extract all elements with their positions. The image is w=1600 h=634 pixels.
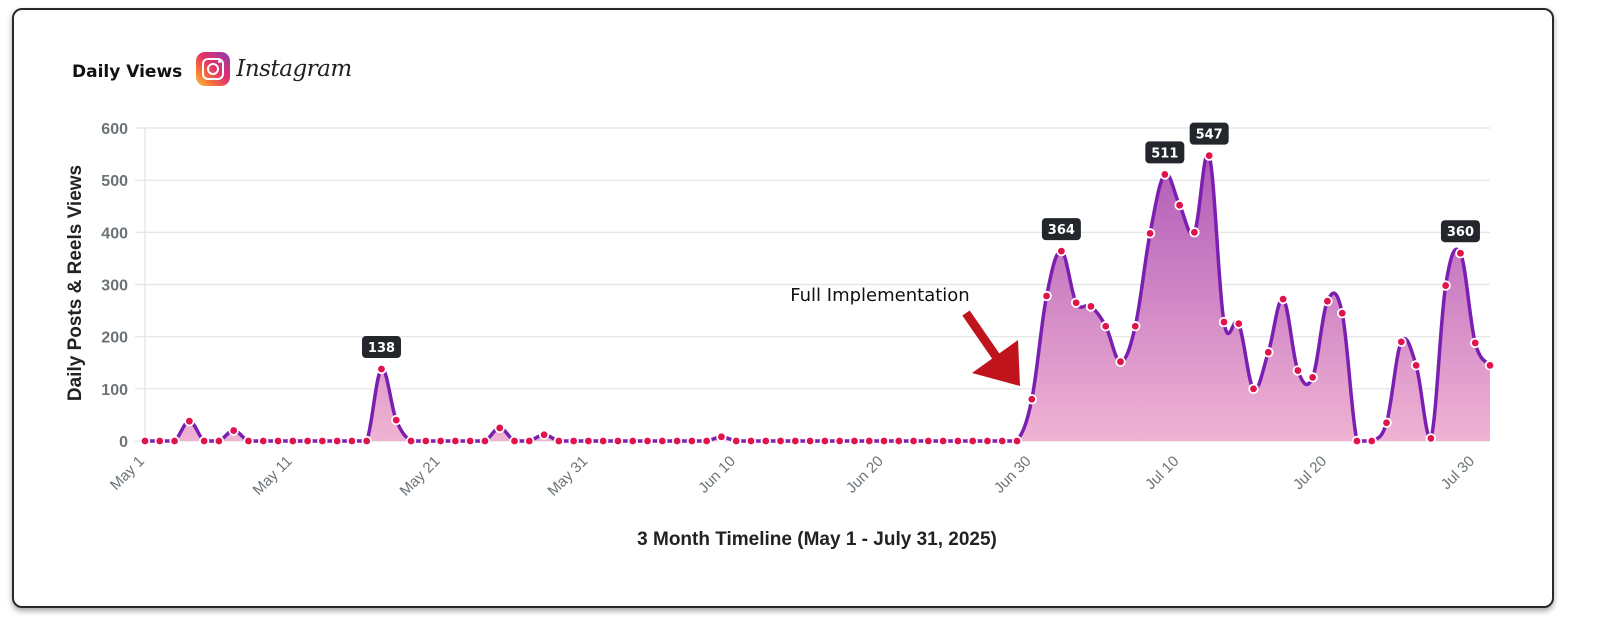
data-label-badge: 511 — [1145, 141, 1185, 164]
data-label-badge: 364 — [1041, 218, 1081, 241]
y-axis-title: Daily Posts & Reels Views — [65, 165, 86, 401]
x-axis-title: 3 Month Timeline (May 1 - July 31, 2025) — [637, 529, 997, 550]
svg-text:511: 511 — [1151, 146, 1178, 161]
data-label-badge: 547 — [1189, 122, 1229, 145]
instagram-icon — [196, 52, 231, 86]
svg-text:547: 547 — [1196, 128, 1223, 143]
y-tick-label: 300 — [101, 278, 128, 295]
x-tick-label: Jun 30 — [991, 453, 1035, 497]
x-tick-label: May 1 — [107, 453, 148, 494]
y-tick-label: 400 — [101, 225, 128, 242]
y-tick-label: 100 — [101, 382, 128, 399]
arrow-down-right-icon — [962, 310, 1020, 386]
svg-text:138: 138 — [368, 341, 395, 356]
area-fill — [145, 153, 1490, 442]
grid-lines — [135, 127, 1490, 442]
x-tick-label: May 21 — [397, 453, 444, 500]
instagram-wordmark: Instagram — [236, 56, 352, 82]
data-label-badge: 360 — [1440, 220, 1480, 243]
x-tick-label: May 11 — [250, 453, 296, 499]
y-tick-label: 200 — [101, 330, 128, 347]
chart-header: Daily Views Instagram — [72, 52, 352, 86]
svg-text:364: 364 — [1048, 223, 1075, 238]
x-tick-label: Jun 20 — [843, 453, 887, 497]
annotation-full-implementation: Full Implementation — [790, 285, 969, 306]
x-tick-label: Jul 20 — [1290, 453, 1330, 493]
x-axis-ticks: May 1 May 11 May 21 May 31 Jun 10 Jun 20 Jun 3… — [107, 453, 1478, 500]
x-tick-label: May 31 — [544, 453, 591, 500]
chart-title: Daily Views — [72, 62, 183, 82]
data-point-markers — [139, 150, 1496, 447]
chart-card — [12, 8, 1554, 608]
y-axis-ticks: 0 100 200 300 400 500 600 — [101, 121, 128, 451]
x-tick-label: Jul 10 — [1142, 453, 1182, 493]
x-tick-label: Jun 10 — [695, 453, 739, 497]
data-labels: 138 364 511 547 360 — [361, 122, 1480, 359]
y-tick-label: 500 — [101, 173, 128, 190]
y-tick-label: 0 — [119, 434, 128, 451]
data-label-badge: 138 — [361, 336, 401, 359]
y-tick-label: 600 — [101, 121, 128, 138]
svg-text:360: 360 — [1447, 225, 1474, 240]
x-tick-label: Jul 30 — [1438, 453, 1478, 493]
